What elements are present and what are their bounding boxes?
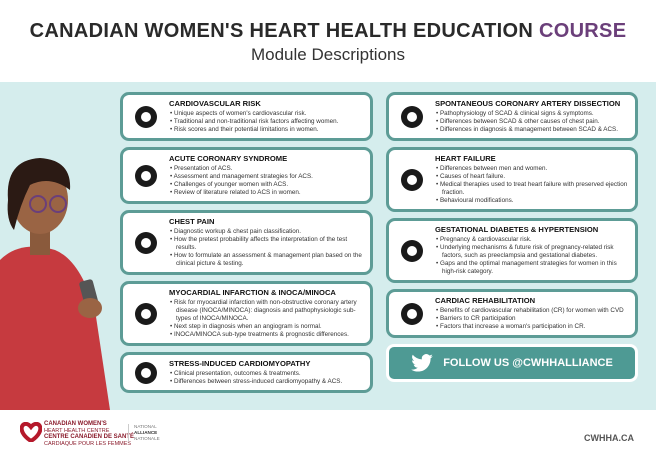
module-card: CHEST PAIN Diagnostic workup & chest pain… [120,210,373,275]
module-item: Pregnancy & cardiovascular risk. [435,236,629,244]
module-item: Differences between stress-induced cardi… [169,378,364,386]
module-title: STRESS-INDUCED CARDIOMYOPATHY [169,359,311,368]
alliance-line: ALLIANCE [134,430,158,435]
broken-heart-icon [401,168,423,191]
module-card: MYOCARDIAL INFARCTION & INOCA/MINOCA Risk… [120,281,373,346]
anatomical-heart-icon [135,105,157,128]
module-title: HEART FAILURE [435,154,496,163]
twitter-icon [411,354,434,372]
title-accent: COURSE [538,20,627,42]
module-card: CARDIAC REHABILITATION Benefits of cardio… [386,289,638,338]
module-item-list: Differences between men and women.Causes… [435,165,629,205]
logo-line: CANADIAN WOMEN'S [44,421,107,427]
follow-us-button[interactable]: FOLLOW US @CWHHALLIANCE [386,344,638,382]
module-item: Differences between men and women. [435,165,629,173]
page-title: CANADIAN WOMEN'S HEART HEALTH EDUCATION … [0,20,656,43]
follow-us-label: FOLLOW US @CWHHALLIANCE [443,357,613,369]
doctor-patient-icon [401,302,423,325]
page-subtitle: Module Descriptions [250,45,405,64]
logo-line: CENTRE CANADIEN DE SANTÉ [44,434,135,440]
module-title: CARDIAC REHABILITATION [435,296,536,305]
module-card: ACUTE CORONARY SYNDROME Presentation of A… [120,147,373,204]
right-module-column: SPONTANEOUS CORONARY ARTERY DISSECTION Pa… [386,92,638,382]
module-item: Barriers to CR participation [435,315,629,323]
module-item: Presentation of ACS. [169,165,364,173]
module-card: STRESS-INDUCED CARDIOMYOPATHY Clinical pr… [120,352,373,393]
stressed-person-icon [135,361,157,384]
module-item: Traditional and non-traditional risk fac… [169,118,364,126]
logo-line: HEART HEALTH CENTRE [44,427,110,434]
website-link[interactable]: CWHHA.CA [584,433,634,443]
module-item: Clinical presentation, outcomes & treatm… [169,370,364,378]
module-item: Review of literature related to ACS in w… [169,189,364,197]
module-item: Risk for myocardial infarction with non-… [169,299,364,323]
alliance-line: NATIONALE [134,436,160,441]
alliance-logo-text: NATIONAL ALLIANCE NATIONALE [128,424,160,442]
title-main: CANADIAN WOMEN'S HEART HEALTH EDUCATION [29,20,534,42]
module-title: GESTATIONAL DIABETES & HYPERTENSION [435,225,599,234]
module-item: Benefits of cardiovascular rehabilitatio… [435,307,629,315]
module-title: CHEST PAIN [169,217,215,226]
header: CANADIAN WOMEN'S HEART HEALTH EDUCATION … [0,0,656,82]
module-item-list: Pathophysiology of SCAD & clinical signs… [435,110,629,134]
module-item: Medical therapies used to treat heart fa… [435,181,629,197]
cwhhc-logo-text: CANADIAN WOMEN'S HEART HEALTH CENTRE CENTR… [44,421,134,447]
module-item: Differences between SCAD & other causes … [435,118,629,126]
module-item: Risk scores and their potential limitati… [169,126,364,134]
module-item: Next step in diagnosis when an angiogram… [169,323,364,331]
module-item-list: Pregnancy & cardiovascular risk.Underlyi… [435,236,629,276]
woman-with-phone-illustration [0,158,110,410]
module-item-list: Diagnostic workup & chest pain classific… [169,228,364,268]
module-title: MYOCARDIAL INFARCTION & INOCA/MINOCA [169,288,336,297]
module-item-list: Benefits of cardiovascular rehabilitatio… [435,307,629,331]
module-item: Unique aspects of women's cardiovascular… [169,110,364,118]
module-item-list: Presentation of ACS.Assessment and manag… [169,165,364,197]
chest-pain-person-icon [135,231,157,254]
module-item-list: Clinical presentation, outcomes & treatm… [169,370,364,386]
module-item: Gaps and the optimal management strategi… [435,260,629,276]
blocked-artery-icon [135,164,157,187]
damaged-heart-icon [135,302,157,325]
module-card: CARDIOVASCULAR RISK Unique aspects of wom… [120,92,373,141]
pregnant-woman-icon [401,239,423,262]
logo-line: CARDIAQUE POUR LES FEMMES [44,440,132,447]
footer: CANADIAN WOMEN'S HEART HEALTH CENTRE CENTR… [0,410,656,456]
module-card: SPONTANEOUS CORONARY ARTERY DISSECTION Pa… [386,92,638,141]
module-item-list: Unique aspects of women's cardiovascular… [169,110,364,134]
module-title: SPONTANEOUS CORONARY ARTERY DISSECTION [435,99,621,108]
module-item: Factors that increase a woman's particip… [435,323,629,331]
module-item: Causes of heart failure. [435,173,629,181]
module-item: INOCA/MINOCA sub-type treatments & progn… [169,331,364,339]
alliance-line: NATIONAL [134,424,157,429]
module-item: How to formulate an assessment & managem… [169,252,364,268]
module-title: ACUTE CORONARY SYNDROME [169,154,288,163]
left-module-column: CARDIOVASCULAR RISK Unique aspects of wom… [120,92,373,393]
module-item: Diagnostic workup & chest pain classific… [169,228,364,236]
torn-artery-icon [401,105,423,128]
module-item-list: Risk for myocardial infarction with non-… [169,299,364,339]
module-item: Pathophysiology of SCAD & clinical signs… [435,110,629,118]
cwhhc-heart-logo [20,422,42,442]
module-card: HEART FAILURE Differences between men and… [386,147,638,212]
module-item: Behavioural modifications. [435,197,629,205]
module-item: Underlying mechanisms & future risk of p… [435,244,629,260]
module-item: Assessment and management strategies for… [169,173,364,181]
module-item: How the pretest probability affects the … [169,236,364,252]
module-item: Differences in diagnosis & management be… [435,126,629,134]
module-card: GESTATIONAL DIABETES & HYPERTENSION Pregn… [386,218,638,283]
module-title: CARDIOVASCULAR RISK [169,99,261,108]
module-item: Challenges of younger women with ACS. [169,181,364,189]
